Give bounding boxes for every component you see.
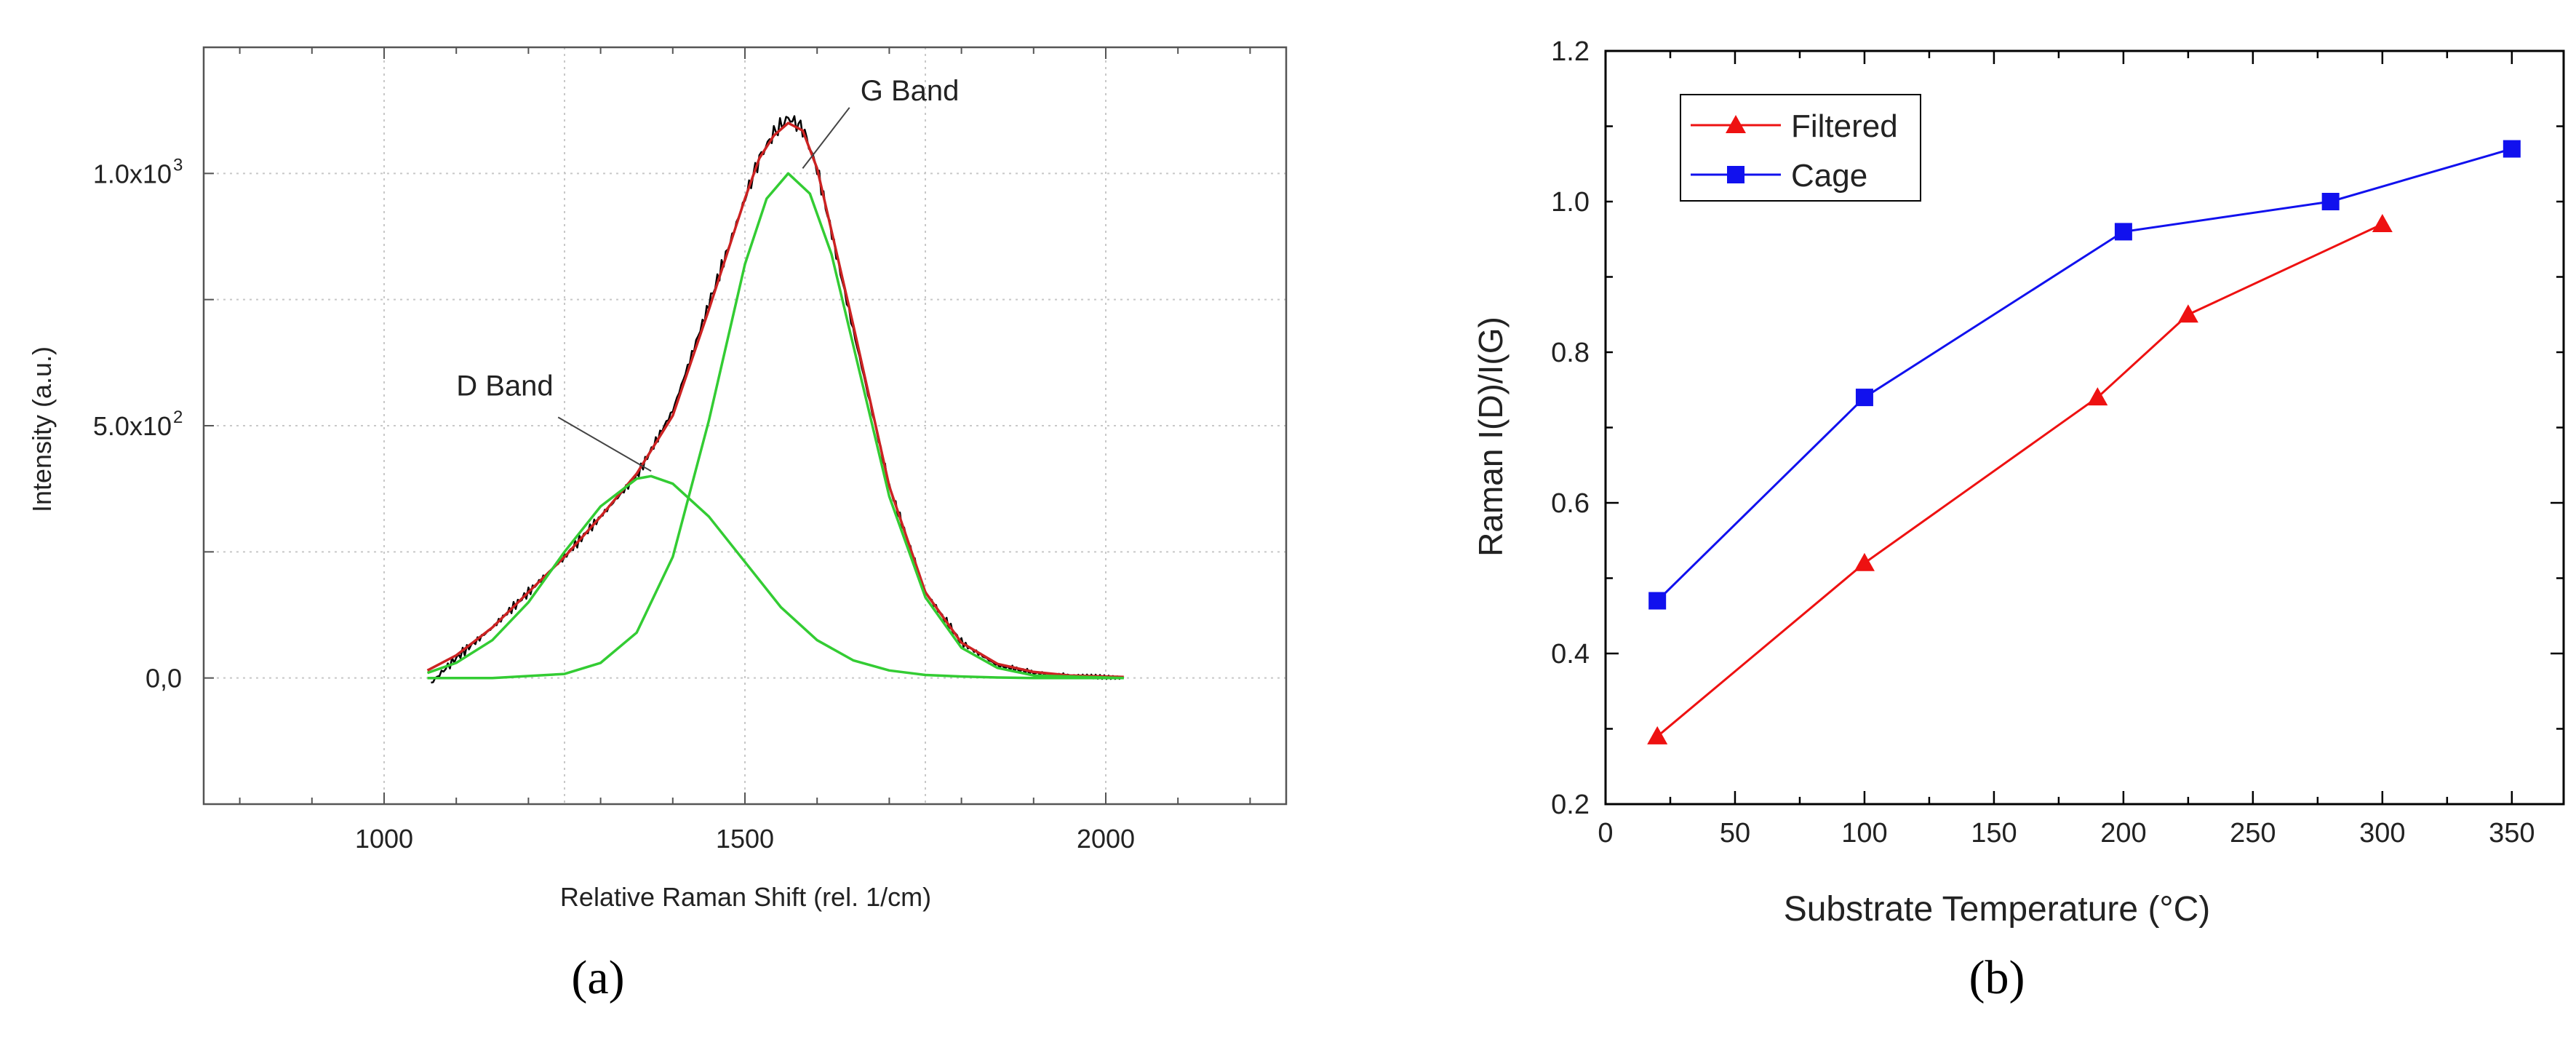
x-axis-label: Substrate Temperature (°C) bbox=[1784, 890, 2211, 929]
y-tick-label: 0.6 bbox=[1551, 488, 1590, 519]
x-tick-label: 100 bbox=[1841, 818, 1887, 849]
y-tick-label-exponent: 3 bbox=[173, 155, 183, 175]
id-ig-ratio-chart: 0 50 100 150 200 250 300 3500.20.40.60.81.01.2 … bbox=[1472, 36, 2565, 1004]
filtered-point bbox=[1647, 726, 1668, 744]
tick-labels: 1000 1500 2000 0,0 5.0x10 2 1.0x10 3 bbox=[93, 155, 1135, 854]
cage-point bbox=[1648, 592, 1667, 610]
filtered-point bbox=[2177, 304, 2198, 323]
y-axis-label: Intensity (a.u.) bbox=[27, 346, 57, 512]
g-band-fit-line bbox=[427, 172, 1124, 680]
x-tick-label: 200 bbox=[2100, 818, 2146, 849]
y-tick-label: 1.0 bbox=[1551, 187, 1590, 218]
panel-caption: (b) bbox=[1969, 951, 2025, 1004]
raman-spectrum-chart: G Band D Band 1000 1500 2000 0,0 5.0x10 2 1.0x1… bbox=[27, 46, 1288, 1004]
y-tick-label: 1.2 bbox=[1551, 36, 1590, 67]
grid-lines bbox=[204, 47, 1286, 804]
d-band-pointer bbox=[557, 416, 652, 472]
x-tick-label: 0 bbox=[1598, 818, 1613, 849]
filtered-point bbox=[2372, 214, 2393, 233]
axes bbox=[202, 46, 1288, 806]
cage-legend-marker bbox=[1727, 166, 1744, 183]
annotations: G Band D Band bbox=[456, 75, 959, 472]
legend-box bbox=[1680, 94, 1921, 202]
series-group bbox=[426, 115, 1125, 684]
x-tick-label: 50 bbox=[1720, 818, 1750, 849]
cage-point bbox=[2321, 193, 2340, 210]
g-band-pointer bbox=[802, 107, 850, 170]
filtered-point bbox=[1854, 552, 1875, 571]
series-group bbox=[1647, 140, 2521, 744]
y-tick-label: 0.4 bbox=[1551, 639, 1590, 669]
legend: Filtered Cage bbox=[1680, 94, 1921, 202]
y-tick-label: 0.8 bbox=[1551, 338, 1590, 368]
y-tick-label: 5.0x10 bbox=[93, 411, 172, 441]
y-tick-label: 0,0 bbox=[145, 664, 182, 694]
filtered-point bbox=[2087, 387, 2108, 406]
y-tick-label: 1.0x10 bbox=[93, 159, 172, 188]
x-tick-label: 150 bbox=[1971, 818, 2017, 849]
cage-point bbox=[1855, 389, 1873, 407]
d-band-annotation: D Band bbox=[456, 370, 553, 402]
filtered-series-line bbox=[1656, 223, 2383, 738]
y-tick-label: 0.2 bbox=[1551, 790, 1590, 820]
tick-labels: 0 50 100 150 200 250 300 350 0.2 0.4 0.6 0.8 1.0 1.2 bbox=[1551, 36, 2535, 849]
x-tick-label: 350 bbox=[2489, 818, 2535, 849]
y-axis-label: Raman I(D)/I(G) bbox=[1472, 317, 1510, 557]
axes bbox=[1604, 49, 2565, 806]
x-axis-label: Relative Raman Shift (rel. 1/cm) bbox=[560, 882, 931, 912]
x-tick-label: 1500 bbox=[716, 824, 774, 854]
x-tick-label: 250 bbox=[2230, 818, 2276, 849]
x-tick-label: 300 bbox=[2359, 818, 2405, 849]
d-band-fit-line bbox=[426, 474, 1124, 680]
cage-point bbox=[2503, 140, 2521, 158]
filtered-legend-label: Filtered bbox=[1791, 108, 1898, 144]
cage-legend-label: Cage bbox=[1791, 158, 1867, 194]
filtered-legend-marker bbox=[1726, 115, 1746, 133]
g-band-annotation: G Band bbox=[861, 75, 960, 107]
panel-caption: (a) bbox=[571, 951, 624, 1004]
cage-point bbox=[2114, 223, 2132, 241]
y-tick-label-exponent: 2 bbox=[173, 408, 183, 427]
x-tick-label: 1000 bbox=[355, 824, 413, 854]
x-tick-label: 2000 bbox=[1077, 824, 1135, 854]
